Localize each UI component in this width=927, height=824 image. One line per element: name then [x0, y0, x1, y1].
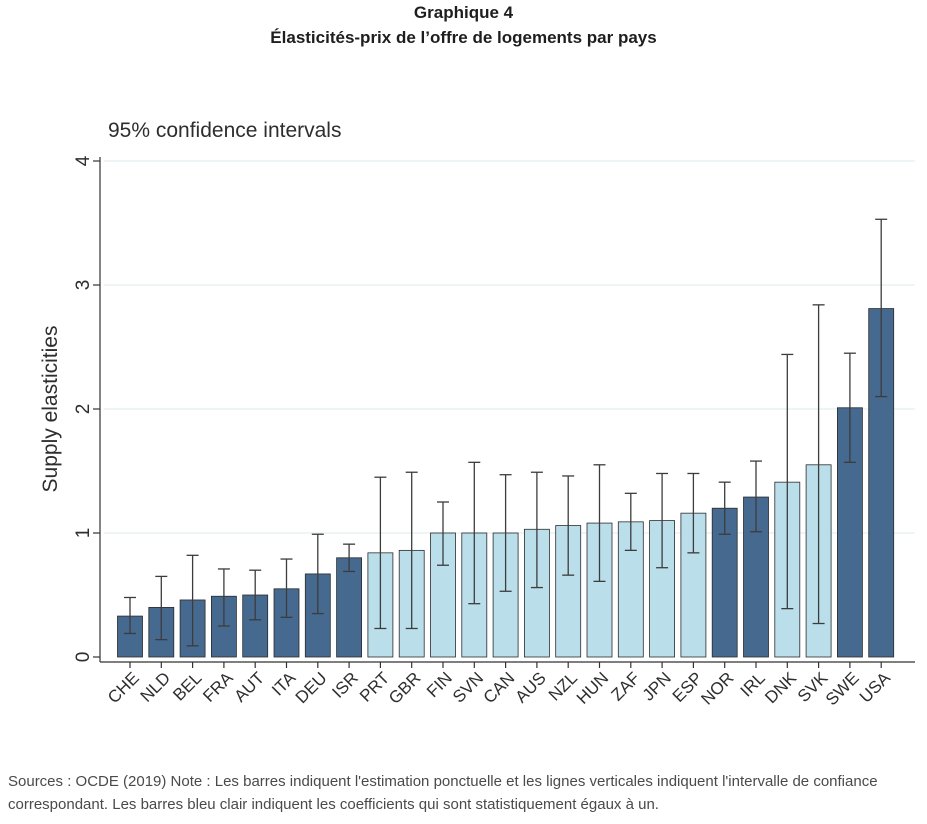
error-bar-ita: [280, 558, 293, 618]
x-tick-label: CAN: [480, 668, 519, 707]
error-bar-usa: [875, 218, 888, 398]
error-bar-nld: [155, 575, 168, 641]
error-bar-swe: [843, 352, 856, 463]
source-note: Sources : OCDE (2019) Note : Les barres …: [8, 773, 878, 813]
gridlines: [104, 160, 915, 534]
error-bar-fra: [217, 568, 230, 627]
x-tick-label: ZAF: [607, 668, 643, 704]
y-tick-label: 4: [73, 155, 94, 166]
x-tick-label: NOR: [697, 668, 737, 708]
x-tick-label: NZL: [545, 668, 581, 704]
error-bar-isr: [343, 543, 356, 573]
bar-isr: [336, 557, 363, 658]
x-tick-label: GBR: [385, 668, 424, 707]
y-tick-label: 2: [73, 404, 94, 415]
error-bar-svn: [468, 461, 481, 605]
error-bar-hun: [593, 464, 606, 583]
error-bar-can: [499, 474, 512, 592]
x-tick-label: FRA: [199, 668, 237, 706]
bar-aut: [242, 594, 269, 658]
error-bar-dnk: [781, 353, 794, 610]
chart-subtitle: 95% confidence intervals: [108, 119, 341, 142]
x-tick-label: NLD: [137, 668, 174, 705]
y-tick-label: 1: [73, 528, 94, 539]
error-bar-jpn: [656, 472, 669, 569]
error-bar-gbr: [405, 471, 418, 630]
x-tick-label: AUS: [512, 668, 550, 706]
x-tick-label: JPN: [639, 668, 675, 704]
error-bar-che: [124, 596, 136, 635]
x-tick-label: CHE: [104, 668, 143, 707]
chart-panel: 0 1 2 3 4 CHE NLD BEL FRA AUT ITA DEU ISR PRT GBR FIN SV…: [13, 100, 927, 752]
y-axis-label: Supply elasticities: [39, 326, 62, 493]
error-bar-zaf: [624, 492, 637, 552]
error-bar-prt: [374, 476, 387, 630]
x-tick-label: DNK: [761, 668, 800, 707]
x-tick-label: ISR: [328, 668, 361, 701]
x-tick-label: USA: [856, 668, 895, 707]
error-bar-esp: [687, 472, 700, 554]
y-tick-label: 3: [73, 280, 94, 291]
error-bar-irl: [750, 460, 762, 533]
x-tick-label: AUT: [231, 668, 268, 705]
error-bars: [124, 218, 888, 647]
error-bar-aus: [530, 471, 543, 589]
x-tick-label: HUN: [573, 668, 612, 707]
error-bar-svk: [812, 304, 825, 625]
x-tick-label: PRT: [356, 668, 393, 705]
error-bar-nzl: [562, 475, 575, 576]
error-bar-aut: [249, 569, 262, 621]
chart-title: Élasticités-prix de l’offre de logements…: [270, 28, 657, 47]
error-bar-bel: [186, 554, 199, 647]
error-bar-deu: [311, 533, 324, 615]
y-tick-label: 0: [73, 652, 94, 663]
error-bar-nor: [718, 481, 731, 535]
error-bar-fin: [437, 501, 449, 566]
x-tick-label: SWE: [822, 668, 863, 709]
x-tick-label: DEU: [292, 668, 331, 707]
x-tick-label: ESP: [669, 668, 706, 705]
x-tick-label: BEL: [169, 668, 205, 704]
x-tick-label: SVN: [449, 668, 487, 706]
chart-number: Graphique 4: [413, 3, 514, 22]
